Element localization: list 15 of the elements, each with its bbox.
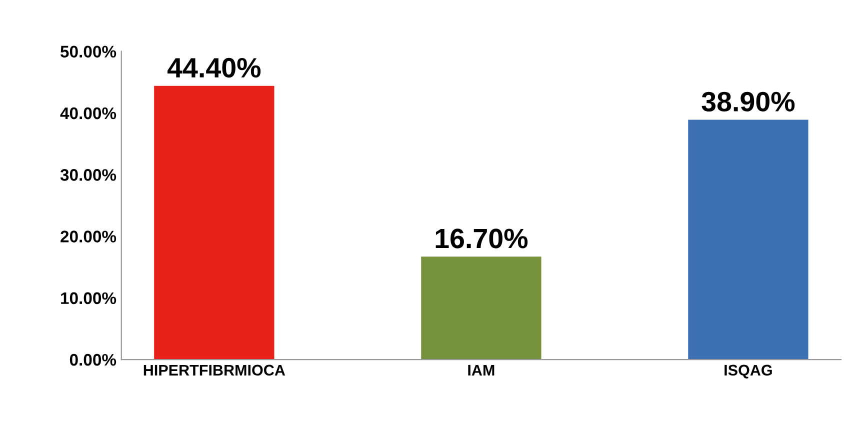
x-tick-label: ISQAG	[724, 364, 772, 378]
bar	[154, 86, 274, 360]
data-label: 38.90%	[702, 92, 795, 112]
x-tick-label: HIPERTFIBRMIOCA	[144, 364, 286, 376]
x-tick-label: IAM	[468, 364, 494, 376]
bar	[688, 120, 808, 360]
bar	[421, 256, 542, 360]
y-tick-label: 30.00%	[60, 169, 116, 181]
data-label: 44.40%	[167, 58, 261, 78]
y-tick-label: 40.00%	[60, 107, 116, 120]
y-tick-label: 10.00%	[61, 292, 116, 304]
y-tick-label: 50.00%	[60, 46, 116, 58]
y-tick-label: 20.00%	[60, 230, 116, 242]
y-tick-label: 0.00%	[70, 354, 116, 366]
data-label: 16.70%	[436, 228, 528, 248]
